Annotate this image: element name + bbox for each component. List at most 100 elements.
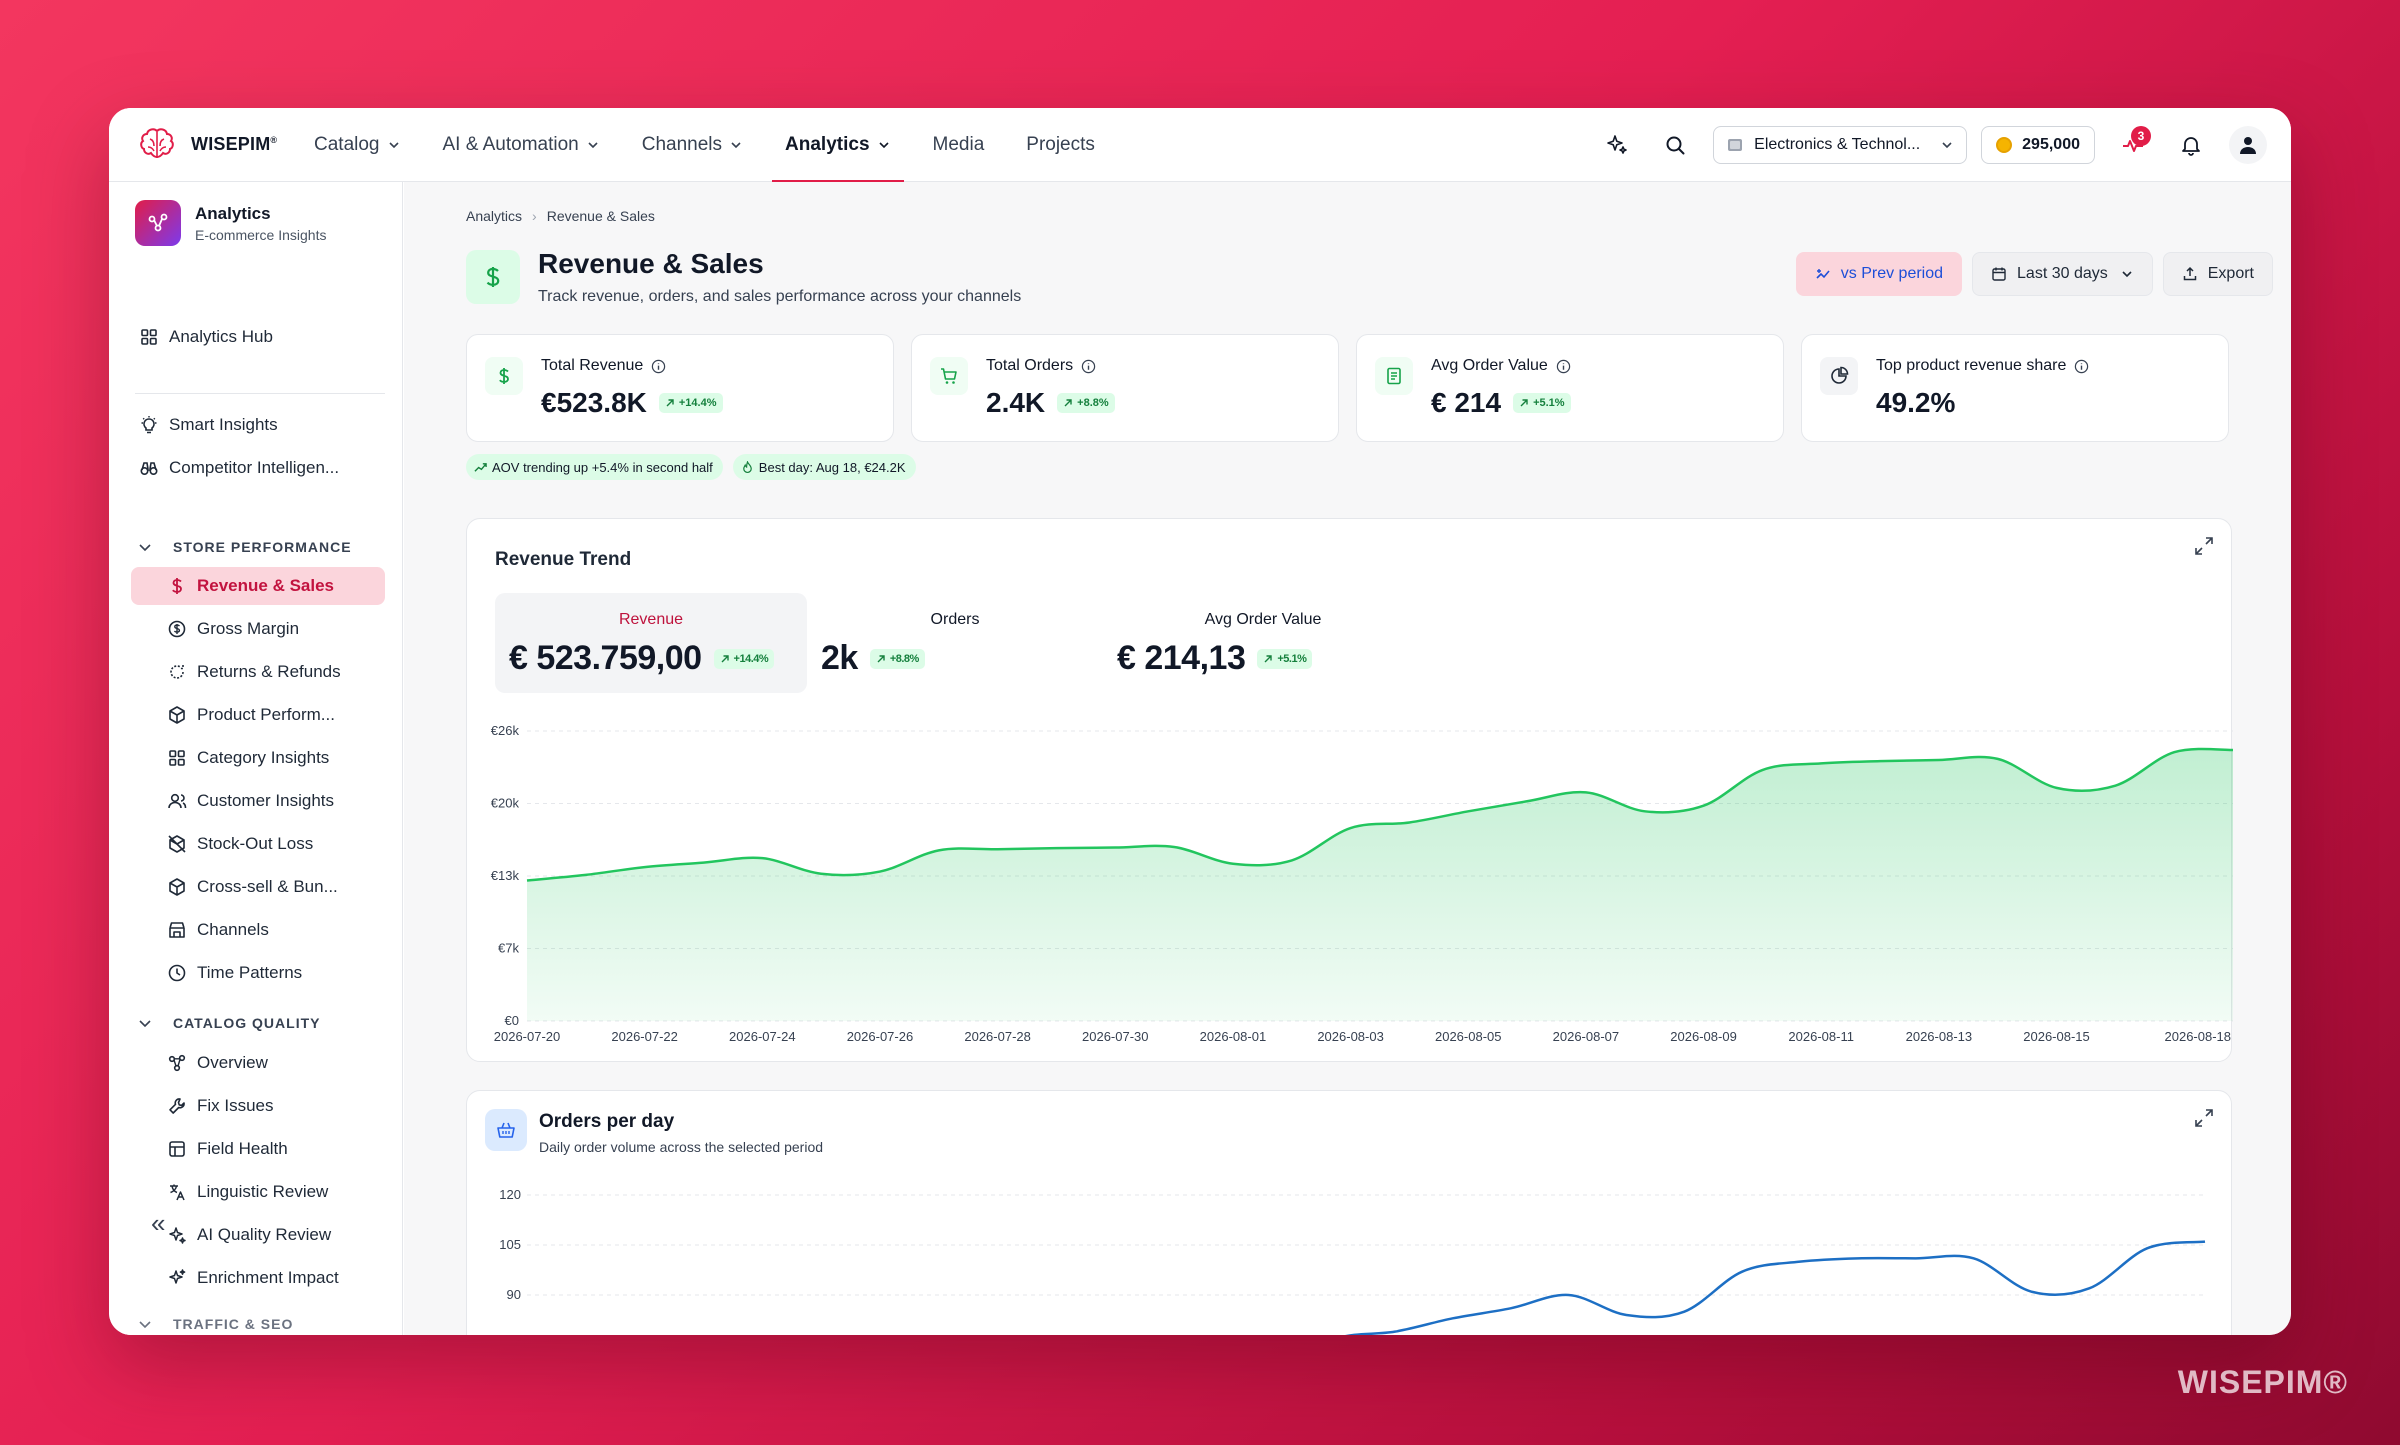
sidebar-item-customer-insights[interactable]: Customer Insights [131,782,385,820]
ai-sparkle-button[interactable] [1597,125,1637,165]
expand-icon[interactable] [2193,1107,2215,1129]
search-button[interactable] [1655,125,1695,165]
kpi-label: Avg Order Value [1431,357,1548,374]
expand-icon[interactable] [2193,535,2215,557]
x-tick-label: 2026-08-03 [1317,1029,1384,1044]
sidebar-item-label: Overview [197,1053,268,1072]
info-icon[interactable] [1081,359,1096,374]
chevron-down-icon [1942,142,1952,149]
metric-tab-revenue[interactable]: Revenue € 523.759,00 +14.4% [495,593,807,693]
date-range-button[interactable]: Last 30 days [1972,252,2153,296]
sidebar-item-label: Channels [197,920,269,939]
sidebar-item-smart-insights[interactable]: Smart Insights [131,406,385,444]
kpi-value: 49.2% [1876,387,1956,418]
package-off-icon [168,835,186,853]
sidebar-item-overview[interactable]: Overview [131,1044,385,1082]
sidebar-item-product-performance[interactable]: Product Perform... [131,696,385,734]
info-icon[interactable] [1556,359,1571,374]
collapse-sidebar-button[interactable]: « [151,1208,166,1238]
x-tick-label: 2026-08-18 [2165,1029,2232,1044]
section-catalog-quality[interactable]: CATALOG QUALITY [131,1008,385,1038]
chevron-down-icon [2122,271,2132,278]
section-traffic-seo[interactable]: TRAFFIC & SEO [131,1309,385,1335]
nav-media[interactable]: Media [932,133,985,155]
insight-pills: AOV trending up +5.4% in second half Bes… [466,454,926,480]
sidebar-item-linguistic-review[interactable]: Linguistic Review [131,1173,385,1211]
sidebar-item-competitor-intelligence[interactable]: Competitor Intelligen... [131,449,385,487]
x-tick-label: 2026-08-13 [1906,1029,1973,1044]
info-icon[interactable] [2074,359,2089,374]
breadcrumb: Analytics › Revenue & Sales [466,208,655,224]
export-button[interactable]: Export [2162,252,2273,296]
sidebar-item-ai-quality-review[interactable]: AI Quality Review [131,1216,385,1254]
info-icon[interactable] [651,359,666,374]
sidebar-item-gross-margin[interactable]: Gross Margin [131,610,385,648]
breadcrumb-analytics[interactable]: Analytics [466,208,523,224]
sidebar-item-channels[interactable]: Channels [131,911,385,949]
user-icon [2240,137,2256,154]
chevron-down-icon [878,141,889,148]
revenue-trend-card: Revenue Trend Revenue € 523.759,00 +14.4%… [466,518,2233,1062]
sidebar-item-field-health[interactable]: Field Health [131,1130,385,1168]
calendar-icon [1992,267,2006,281]
activity-button[interactable]: 3 [2113,125,2153,165]
compare-icon [1816,269,1830,279]
analytics-logo-icon [135,200,181,246]
watermark: WISEPIM® [2177,1364,2348,1400]
x-tick-label: 2026-07-28 [964,1029,1030,1044]
nav-channels[interactable]: Channels [629,108,756,182]
search-icon [1666,136,1685,155]
card-title: Orders per day [539,1111,675,1132]
arrow-up-right-icon [1064,399,1072,407]
upload-icon [2183,266,2196,281]
box-icon [169,706,185,724]
compare-prev-period-button[interactable]: vs Prev period [1795,252,1963,296]
change-badge: +8.8% [1057,393,1115,413]
orders-series-line [1345,1240,2206,1335]
page-header: Revenue & Sales Track revenue, orders, a… [466,248,1021,306]
sidebar-item-revenue-sales[interactable]: Revenue & Sales [131,567,385,605]
user-avatar[interactable] [2229,126,2267,164]
metric-tab-orders[interactable]: Orders 2k +8.8% [821,611,980,677]
arrow-up-right-icon [721,654,729,662]
sidebar: Analytics E-commerce Insights Analytics … [109,182,403,1335]
insight-pill-aov[interactable]: AOV trending up +5.4% in second half [466,454,723,480]
sidebar-item-category-insights[interactable]: Category Insights [131,739,385,777]
sidebar-item-label: Revenue & Sales [197,576,335,595]
arrow-up-right-icon [1520,399,1528,407]
nav-analytics[interactable]: Analytics [772,108,905,183]
sparkle-icon [169,1227,186,1244]
sidebar-item-stock-out-loss[interactable]: Stock-Out Loss [131,825,385,863]
chevron-down-icon [139,1321,151,1329]
binoculars-icon [140,462,158,476]
notifications-button[interactable] [2171,125,2211,165]
metric-value: € 523.759,00 [509,639,702,677]
sidebar-item-label: Fix Issues [197,1096,274,1115]
sidebar-item-enrichment-impact[interactable]: Enrichment Impact [131,1259,385,1297]
sidebar-item-cross-sell[interactable]: Cross-sell & Bun... [131,868,385,906]
change-badge: +5.1% [1257,648,1313,669]
metric-tab-aov[interactable]: Avg Order Value € 214,13 +5.1% [1117,611,1322,677]
nav-ai-automation[interactable]: AI & Automation [430,108,613,182]
nav-projects[interactable]: Projects [1026,133,1095,155]
insight-pill-best-day[interactable]: Best day: Aug 18, €24.2K [732,454,916,480]
revenue-trend-chart[interactable]: €0 €7k €13k €20k €26k 2026-07-20 2026-07-22 202… [467,719,2233,1049]
sidebar-item-analytics-hub[interactable]: Analytics Hub [131,318,385,356]
store-selector[interactable]: Electronics & Technol... [1713,126,1968,164]
x-tick-label: 2026-07-24 [729,1029,796,1044]
credits-balance[interactable]: 295,000 [1981,126,2095,164]
x-tick-label: 2026-08-05 [1435,1029,1502,1044]
bell-icon [2182,137,2200,156]
sidebar-item-time-patterns[interactable]: Time Patterns [131,954,385,992]
section-store-performance[interactable]: STORE PERFORMANCE [131,532,385,562]
sidebar-item-label: Returns & Refunds [197,662,341,681]
nav-catalog[interactable]: Catalog [301,108,414,182]
card-title: Revenue Trend [495,549,632,570]
sidebar-item-fix-issues[interactable]: Fix Issues [131,1087,385,1125]
brand[interactable]: WISEPIM® [137,125,297,165]
kpi-card-avg-order-value: Avg Order Value € 214 +5.1% [1356,334,1784,442]
sparkle-icon [1607,135,1627,154]
brain-logo-icon [140,127,174,158]
sidebar-item-returns-refunds[interactable]: Returns & Refunds [131,653,385,691]
